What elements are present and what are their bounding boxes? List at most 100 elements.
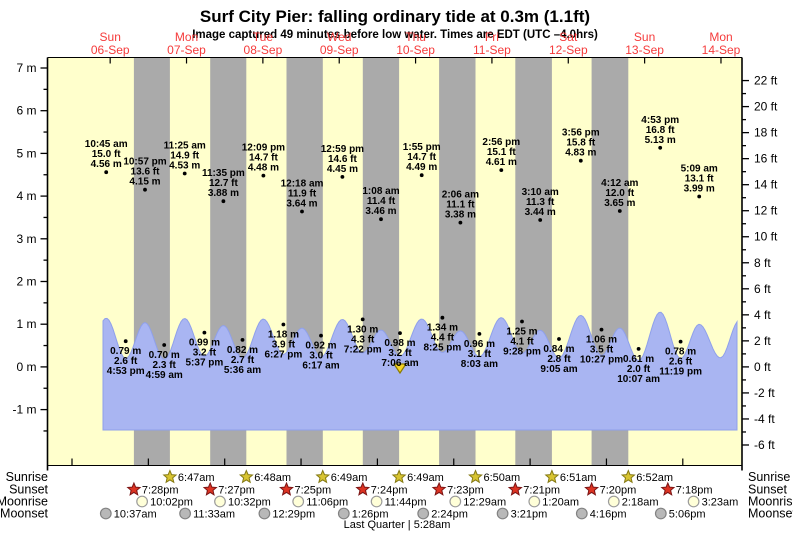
moonset-time: 2:24pm (431, 509, 468, 521)
day-name-label: Wed (327, 30, 351, 44)
tide-dot (240, 338, 245, 342)
tide-dot (636, 347, 641, 351)
tide-event-low: 0.82 m2.7 ft5:36 am (224, 338, 261, 376)
day-date-label: 09-Sep (320, 43, 359, 57)
right-axis-tick-label: -6 ft (754, 438, 775, 452)
tide-label-line: 4.45 m (327, 164, 358, 175)
tide-label-line: 3.2 ft (193, 348, 217, 359)
tide-label-line: 2.0 ft (627, 364, 651, 375)
tide-dot (557, 337, 561, 341)
tide-dot (360, 317, 365, 322)
tide-label-line: 6:17 am (302, 361, 339, 372)
moonset-icon (496, 507, 509, 520)
tide-label-line: 12:18 am (281, 179, 324, 190)
day-name-label: Sat (559, 30, 578, 44)
tide-label-line: 11:25 am (164, 141, 206, 152)
tide-label-line: 0.82 m (227, 345, 258, 356)
sunrise-icon (620, 469, 636, 484)
sunrise-icon (391, 469, 407, 484)
moonset-icon (179, 507, 192, 520)
moonrise-icon (136, 495, 149, 508)
tide-label-line: 15.1 ft (487, 147, 517, 158)
moonrise-icon (370, 495, 383, 508)
tide-label-line: 4.48 m (248, 163, 279, 174)
row-label-moonset-left: Moonset (0, 507, 48, 521)
moonset-icon (654, 507, 667, 520)
tide-label-line: 3.2 ft (388, 348, 412, 359)
day-date-label: 14-Sep (702, 43, 741, 57)
moonrise-time: 3:23am (702, 497, 739, 509)
tide-label-line: 1:55 pm (403, 142, 441, 153)
right-axis-tick-label: 8 ft (754, 256, 771, 270)
left-axis-tick-label: 3 m (16, 232, 36, 246)
tide-label-line: 3.65 m (604, 198, 635, 209)
tide-label-line: 11.4 ft (367, 196, 396, 207)
moonrise-icon (449, 495, 462, 508)
tide-label-line: 3.44 m (525, 207, 556, 218)
moonrise-icon (687, 495, 700, 508)
moonrise-time: 11:06pm (306, 497, 348, 509)
sunset-icon (279, 481, 294, 496)
tide-dot (182, 171, 187, 176)
tide-label-line: 4.83 m (565, 148, 596, 159)
moonset-icon (575, 507, 588, 520)
day-date-label: 06-Sep (91, 43, 130, 57)
sunset-icon (431, 481, 447, 496)
right-axis-tick-label: 14 ft (754, 178, 778, 192)
tide-dot (658, 145, 663, 150)
tide-dot (477, 332, 482, 336)
tide-dot (340, 175, 345, 179)
right-axis-tick-label: 22 ft (754, 74, 778, 88)
tide-label-line: 0.70 m (149, 350, 180, 361)
sunset-icon (660, 481, 676, 496)
row-label-sunrise-left: Sunrise (6, 470, 48, 484)
tide-label-line: 2.7 ft (231, 355, 255, 366)
tide-label-line: 12:59 pm (321, 144, 364, 155)
tide-event-low: 0.79 m2.6 ft4:53 pm (107, 339, 145, 377)
right-axis-tick-label: 4 ft (754, 308, 771, 322)
sunrise-icon (468, 469, 483, 484)
day-date-label: 10-Sep (396, 43, 435, 57)
row-label-moonrise-right: Moonrise (748, 495, 793, 509)
day-name-label: Thu (405, 30, 426, 44)
sunrise-time: 6:48am (254, 472, 291, 484)
tide-event-low: 1.18 m3.9 ft6:27 pm (265, 322, 302, 361)
tide-label-line: 11.9 ft (288, 189, 317, 200)
moonrise-time: 10:32pm (228, 497, 271, 509)
tide-label-line: 5:09 am (681, 164, 718, 175)
tide-label-line: 4.49 m (406, 162, 437, 173)
tide-label-line: 4.56 m (91, 159, 122, 170)
tide-label-line: 4.3 ft (351, 334, 375, 345)
sunset-time: 7:23pm (447, 485, 484, 497)
sunset-time: 7:20pm (600, 485, 637, 497)
tide-label-line: 13.1 ft (685, 174, 715, 185)
tide-label-line: 4.1 ft (510, 337, 534, 348)
tide-dot (599, 327, 604, 332)
right-axis-tick-label: 6 ft (754, 282, 771, 296)
row-label-sunset-right: Sunset (748, 483, 787, 497)
tide-dot (202, 330, 207, 335)
tide-label-line: 1.18 m (268, 330, 299, 341)
tide-event-low: 0.84 m2.8 ft9:05 am (540, 337, 578, 375)
tide-label-line: 12.7 ft (209, 178, 239, 189)
day-date-label: 12-Sep (549, 43, 588, 57)
tide-dot (458, 220, 463, 225)
tide-label-line: 3.64 m (286, 199, 317, 210)
tide-label-line: 1:08 am (362, 186, 399, 197)
tide-label-line: 4:59 am (146, 370, 183, 381)
tide-label-line: 0.98 m (384, 338, 415, 349)
tide-label-line: 14.9 ft (170, 151, 200, 162)
tide-dot (578, 158, 583, 163)
right-axis-tick-label: 20 ft (754, 100, 778, 114)
tide-label-line: 7:22 pm (344, 344, 382, 355)
tide-label-line: 11.1 ft (446, 200, 475, 211)
tide-label-line: 4.4 ft (431, 333, 455, 344)
tide-event-low: 0.98 m3.2 ft7:06 am (381, 331, 419, 369)
moonset-icon (417, 507, 430, 520)
moonrise-time: 11:44pm (385, 497, 427, 509)
moonset-time: 1:26pm (352, 509, 389, 521)
tide-label-line: 14.6 ft (328, 154, 358, 165)
